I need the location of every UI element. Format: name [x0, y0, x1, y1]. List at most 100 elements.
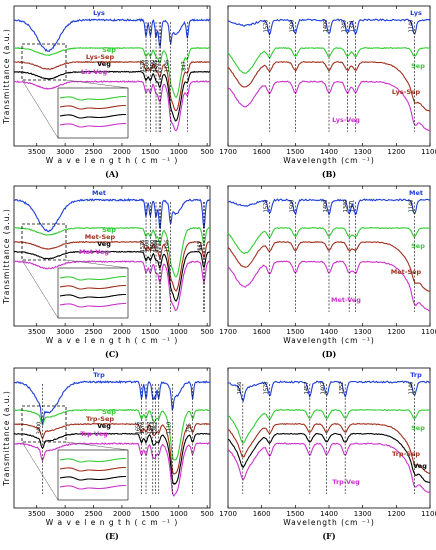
x-tick-label: 1100: [421, 148, 436, 156]
x-tick-label: 3000: [56, 148, 74, 156]
zoom-connector: [21, 441, 59, 501]
inset-line: [59, 484, 126, 490]
peak-label: 1407: [321, 382, 327, 395]
zoom-connector: [65, 259, 129, 269]
series-label-sep: Sep: [411, 62, 425, 70]
x-tick-label: 1500: [286, 510, 304, 518]
panel-label: (D): [322, 349, 337, 359]
zoom-region: [21, 43, 67, 81]
series-label-sep: Sep: [411, 242, 425, 250]
series-label-met-sep: Met-Sep: [85, 233, 116, 241]
x-tick-label: 3500: [28, 328, 46, 336]
series-label-lys-veg: Lys-Veg: [332, 116, 360, 124]
series-line-trp: [227, 380, 431, 403]
series-line-veg: [227, 432, 430, 483]
series-label-met: Met: [92, 189, 106, 197]
zoom-connector: [65, 441, 129, 451]
inset-line: [59, 275, 126, 281]
x-axis-title: Wavelength (cm ⁻¹): [283, 336, 375, 345]
series-line-trp: [13, 380, 211, 426]
series-line-met: [13, 198, 211, 233]
peak-label: 1321: [350, 20, 356, 33]
series-line-met-sep: [227, 240, 431, 292]
series-label-trp-veg: Trp-Veg: [332, 478, 360, 486]
series-label-trp-sep: Trp-Sep: [86, 415, 114, 423]
series-line-trp-sep: [227, 422, 431, 474]
inset-plot: [57, 87, 129, 139]
series-label-lys-sep: Lys-Sep: [86, 53, 115, 61]
inset-plot: [57, 449, 129, 501]
x-tick-label: 1100: [421, 510, 436, 518]
x-axis: 3500 3000 2500 2000 1500 1000 500: [28, 186, 214, 336]
x-tick-label: 2500: [85, 148, 103, 156]
x-tick-label: 3000: [56, 328, 74, 336]
y-axis-title: Transmittance (a.u.): [2, 28, 11, 125]
inset-line: [59, 284, 126, 290]
series-line-sep: [13, 46, 211, 99]
peak-label: 1576: [140, 422, 146, 435]
series-line-lys-sep: [13, 60, 211, 112]
series-label-sep: Sep: [102, 408, 116, 416]
inset-line: [59, 466, 126, 472]
x-tick-label: 2500: [85, 510, 103, 518]
x-tick-label: 1700: [219, 148, 237, 156]
peak-label: 1500: [289, 20, 295, 33]
series-line-met-sep: [14, 240, 211, 292]
y-axis-title: Transmittance (a.u.): [2, 208, 11, 305]
panel-label: (B): [322, 169, 337, 179]
x-axis: 1700 1600 1500 1400 1300 1200 1100: [219, 368, 436, 518]
peak-label: 1576: [140, 240, 146, 253]
peak-label: 1340: [153, 240, 159, 253]
x-tick-label: 2000: [113, 328, 131, 336]
series-label-sep: Sep: [411, 424, 425, 432]
x-axis: 1700 1600 1500 1400 1300 1200 1100: [219, 186, 436, 336]
plot-frame: [13, 5, 211, 147]
peak-label: 1576: [140, 60, 146, 73]
x-tick-label: 500: [200, 328, 213, 336]
chart-panel-f: 1700 1600 1500 1400 1300 1200 1100 Wavelength (…: [219, 367, 436, 541]
series-line-lys-sep: [227, 60, 431, 112]
zoom-connector: [21, 79, 59, 139]
plot-frame: [13, 367, 211, 509]
peak-label: 3400: [36, 422, 42, 435]
series-label-met-veg: Met-Veg: [79, 248, 109, 256]
peak-label: 1500: [289, 200, 295, 213]
peak-label: 1400: [150, 240, 156, 253]
inset-line: [59, 95, 126, 101]
x-tick-label: 1700: [219, 510, 237, 518]
x-axis-title: W a v e l e n g t h ( c m ⁻¹ ): [46, 518, 179, 527]
x-tick-label: 1100: [421, 328, 436, 336]
x-tick-label: 1600: [253, 510, 271, 518]
x-tick-label: 1000: [170, 510, 188, 518]
series-label-veg: Veg: [413, 462, 427, 470]
series-line-trp-veg: [13, 442, 210, 497]
series-line-lis-veg: [13, 80, 211, 132]
x-tick-label: 3000: [56, 510, 74, 518]
peak-label: 1352: [339, 382, 345, 395]
series-label-lys-sep: Lys-Sep: [392, 88, 421, 96]
peak-label: 1146: [409, 20, 415, 33]
x-tick-label: 1400: [320, 148, 338, 156]
peak-label: 1352: [153, 422, 159, 435]
zoom-connector: [21, 259, 59, 319]
series-label-veg: Veg: [97, 60, 111, 68]
x-tick-label: 1300: [354, 510, 372, 518]
x-axis: 3500 3000 2500 2000 1500 1000 500: [28, 6, 214, 156]
peak-label: 1146: [164, 60, 170, 73]
series-label-trp: Trp: [410, 371, 422, 379]
inset-line: [59, 293, 126, 299]
x-axis-title: Wavelength (cm ⁻¹): [283, 518, 375, 527]
peak-label: 1457: [304, 382, 310, 395]
peak-label: 1340: [343, 200, 349, 213]
peak-label: 1321: [350, 200, 356, 213]
inset-line: [59, 104, 126, 110]
peak-label: 567: [197, 241, 203, 251]
series-line-veg: [13, 70, 210, 122]
series-label-met-sep: Met-Sep: [391, 268, 422, 276]
series-label-met: Met: [409, 189, 423, 197]
series-label-sep: Sep: [102, 226, 116, 234]
chart-panel-e: 3500 3000 2500 2000 1500 1000 500 W a v e l e n…: [2, 367, 214, 541]
x-axis-title: Wavelength (cm ⁻¹): [283, 156, 375, 165]
panel-label: (E): [105, 531, 119, 541]
